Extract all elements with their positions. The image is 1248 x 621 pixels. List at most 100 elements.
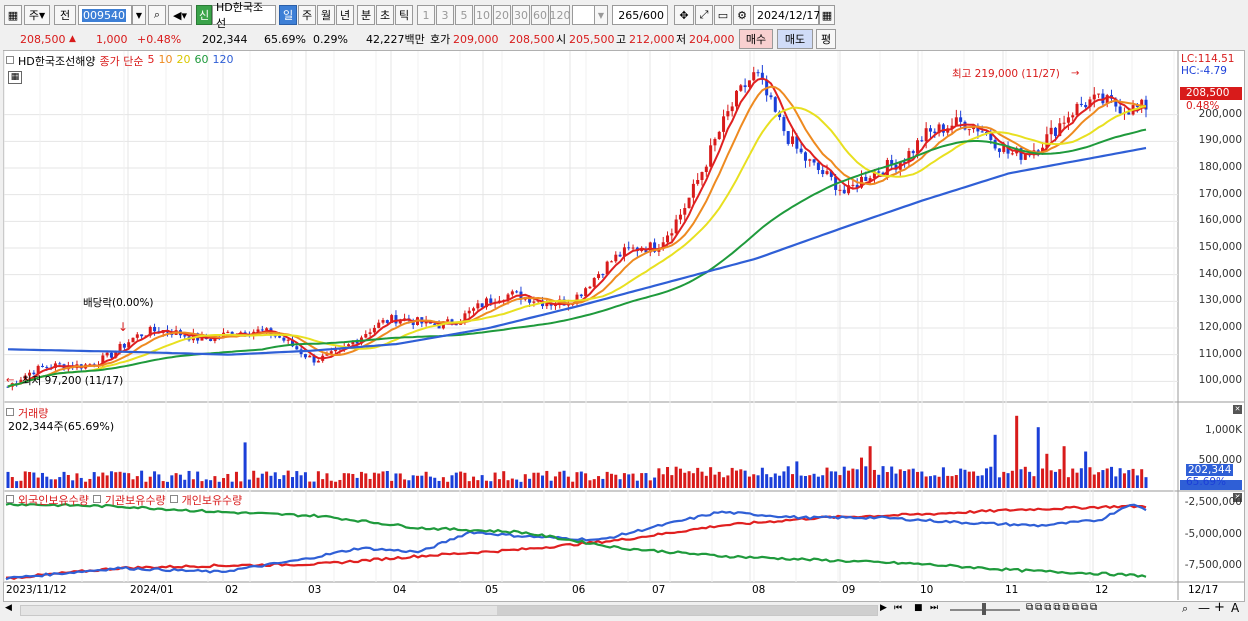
scroll-right-button[interactable]: ▶ <box>880 603 887 613</box>
volume-bar <box>674 466 678 488</box>
interval-3[interactable]: 3 <box>436 5 454 25</box>
horizontal-scrollbar[interactable] <box>20 605 878 616</box>
tool-icons[interactable]: ⧉⧉⧉⧉⧉⧉⧉⧉ <box>1026 602 1100 613</box>
tab-minute[interactable]: 분 <box>357 5 375 25</box>
interval-10[interactable]: 10 <box>474 5 492 25</box>
period-button[interactable]: 주 ▼ <box>24 5 50 25</box>
volume-bar <box>1144 477 1148 488</box>
buy-button[interactable]: 매수 <box>739 29 773 49</box>
count-field[interactable]: 265/600 <box>612 5 668 25</box>
holding-legend-checkbox-3[interactable] <box>169 495 178 503</box>
interval-120[interactable]: 120 <box>550 5 571 25</box>
interval-60[interactable]: 60 <box>531 5 549 25</box>
volume-bar <box>519 481 523 488</box>
nav-first-button[interactable]: ⏮ <box>894 603 903 613</box>
candle-body <box>670 233 674 236</box>
candle-body <box>709 145 713 167</box>
stock-code-input[interactable]: 009540 <box>78 5 132 25</box>
candle-body <box>816 162 820 170</box>
candle-body <box>704 166 708 173</box>
legend-foreign: 외국인보유수량 <box>18 494 89 507</box>
volume-bar <box>528 478 532 488</box>
candle-body <box>45 366 49 368</box>
interval-5[interactable]: 5 <box>455 5 473 25</box>
speaker-icon[interactable]: ◀▾ <box>168 5 192 25</box>
volume-bar <box>963 469 967 488</box>
volume-bar <box>1127 470 1131 488</box>
candle-body <box>32 372 36 375</box>
volume-bar <box>101 472 105 488</box>
holding-legend-checkbox-1[interactable] <box>6 495 14 503</box>
prev-button[interactable]: 전 <box>54 5 76 25</box>
interval-30[interactable]: 30 <box>512 5 530 25</box>
window-icon[interactable]: ▭ <box>714 5 732 25</box>
zoom-out-icon[interactable]: — <box>1198 601 1210 615</box>
table-view-icon[interactable]: ▦ <box>8 71 22 84</box>
volume-bar <box>53 479 57 488</box>
tab-tick[interactable]: 틱 <box>395 5 413 25</box>
volume-title: 거래량 <box>18 407 49 420</box>
volume-bar <box>1028 471 1032 488</box>
evaluate-button[interactable]: 평 <box>816 29 836 49</box>
legend-ma-60: 60 <box>194 53 209 66</box>
interval-20[interactable]: 20 <box>493 5 511 25</box>
interval-1[interactable]: 1 <box>417 5 435 25</box>
volume-bar <box>390 480 394 488</box>
legend-checkbox[interactable] <box>6 56 14 64</box>
tab-daily[interactable]: 일 <box>279 5 297 25</box>
search-icon[interactable]: ⌕ <box>148 5 166 25</box>
zoom-search-icon[interactable]: ⌕ <box>1182 602 1189 615</box>
price-ytick: 140,000 <box>1198 267 1242 280</box>
volume-close-icon[interactable]: ✕ <box>1233 405 1242 414</box>
holding-close-icon[interactable]: ✕ <box>1233 493 1242 502</box>
stock-name-field[interactable]: HD한국조선 <box>212 1 276 30</box>
candle-body <box>394 315 398 324</box>
volume-bar <box>933 475 937 488</box>
tab-yearly[interactable]: 년 <box>336 5 354 25</box>
candle-body <box>1135 105 1139 108</box>
code-dropdown-button[interactable]: ▼ <box>132 5 146 25</box>
gear-icon[interactable]: ⚙ <box>733 5 751 25</box>
candle-body <box>1075 103 1079 116</box>
volume-bar <box>920 471 924 488</box>
interval-dropdown-button[interactable]: ▼ <box>594 5 608 25</box>
volume-bar <box>377 473 381 488</box>
font-size-icon[interactable]: A <box>1231 601 1240 615</box>
chart-menu-icon[interactable]: ▦ <box>4 5 22 25</box>
scroll-left-button[interactable]: ◀ <box>5 603 12 613</box>
tab-weekly[interactable]: 주 <box>298 5 316 25</box>
calendar-icon[interactable]: ▦ <box>819 5 835 25</box>
candle-body <box>127 342 131 348</box>
tab-second[interactable]: 초 <box>376 5 394 25</box>
nav-last-button[interactable]: ⏭ <box>930 603 939 613</box>
volume-bar <box>502 471 506 488</box>
tab-monthly[interactable]: 월 <box>317 5 335 25</box>
volume-legend-checkbox[interactable] <box>6 408 14 416</box>
date-field[interactable]: 2024/12/17 <box>753 5 820 25</box>
draw-line-icon[interactable]: ⤢ <box>695 5 713 25</box>
candle-body <box>666 235 670 243</box>
up-triangle-icon: ▲ <box>69 34 76 44</box>
volume-bar <box>1105 468 1109 488</box>
zoom-slider-handle[interactable] <box>982 603 986 615</box>
candle-body <box>911 151 915 154</box>
candle-body <box>463 313 467 322</box>
candle-body <box>364 334 368 338</box>
sell-button[interactable]: 매도 <box>777 29 813 49</box>
candle-body <box>291 339 294 347</box>
volume-bar <box>334 481 338 488</box>
crosshair-icon[interactable]: ✥ <box>674 5 694 25</box>
nav-stop-button[interactable]: ■ <box>914 603 923 613</box>
candle-body <box>528 296 532 303</box>
volume-bar <box>1075 472 1079 488</box>
holding-legend-checkbox-2[interactable] <box>92 495 101 503</box>
volume-bar <box>1097 472 1101 488</box>
volume-bar <box>23 471 27 488</box>
zoom-in-icon[interactable]: + <box>1214 600 1225 615</box>
price-arrow: 208,500 ▲ <box>20 30 76 48</box>
volume-bar <box>937 476 941 488</box>
candle-body <box>678 214 682 220</box>
x-axis-label: 2023/11/12 <box>6 584 67 596</box>
scrollbar-thumb[interactable] <box>497 606 877 615</box>
